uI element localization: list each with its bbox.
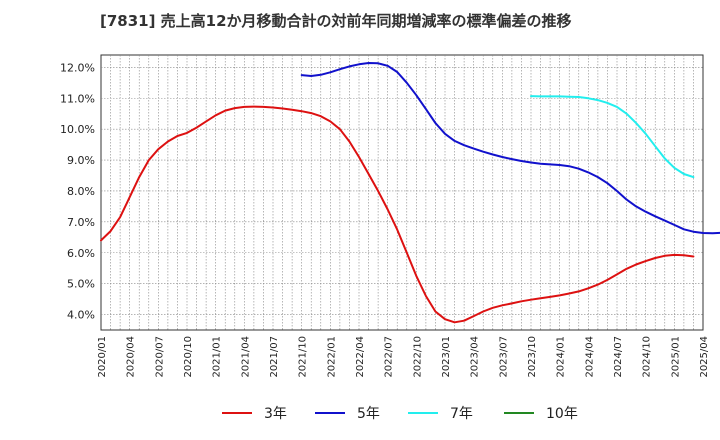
y-tick-label: 7.0%	[67, 216, 95, 229]
y-tick-label: 5.0%	[67, 278, 95, 291]
plot-area	[100, 54, 704, 331]
legend-label: 3年	[264, 406, 287, 422]
y-tick-label: 4.0%	[67, 309, 95, 322]
y-tick-label: 10.0%	[60, 123, 95, 136]
x-tick-label: 2021/07	[269, 336, 280, 378]
x-tick-label: 2023/04	[470, 336, 481, 378]
grid-lines	[101, 55, 703, 330]
y-tick-label: 12.0%	[60, 61, 95, 74]
series-line-7年	[530, 95, 695, 179]
y-tick-label: 9.0%	[67, 154, 95, 167]
x-tick-label: 2025/04	[699, 336, 710, 378]
series-line-5年	[300, 62, 720, 235]
x-tick-label: 2024/04	[584, 336, 595, 378]
x-tick-label: 2023/01	[441, 336, 452, 378]
y-tick-label: 6.0%	[67, 247, 95, 260]
legend-label: 7年	[450, 406, 473, 422]
legend-label: 5年	[357, 406, 380, 422]
x-tick-label: 2022/01	[326, 336, 337, 378]
x-tick-label: 2022/07	[384, 336, 395, 378]
series-line-3年	[100, 105, 695, 324]
chart-title: [7831] 売上高12か月移動合計の対前年同期増減率の標準偏差の推移	[100, 12, 572, 30]
x-tick-label: 2021/01	[212, 336, 223, 378]
plot-frame	[100, 54, 704, 331]
x-tick-label: 2021/04	[240, 336, 251, 378]
series-layer	[100, 62, 720, 324]
y-tick-label: 11.0%	[60, 92, 95, 105]
x-tick-label: 2020/10	[183, 336, 194, 378]
x-tick-label: 2022/04	[355, 336, 366, 378]
x-tick-label: 2024/10	[642, 336, 653, 378]
y-tick-label: 8.0%	[67, 185, 95, 198]
x-tick-label: 2025/01	[670, 336, 681, 378]
x-tick-label: 2024/01	[556, 336, 567, 378]
x-tick-label: 2020/04	[126, 336, 137, 378]
x-tick-label: 2021/10	[298, 336, 309, 378]
legend-label: 10年	[546, 406, 578, 422]
legend: 3年 5年 7年 10年	[222, 406, 578, 422]
y-axis-ticks: 4.0% 5.0% 6.0% 7.0% 8.0% 9.0% 10.0% 11.0% 12.0%	[60, 61, 95, 321]
x-axis-ticks: 2020/01 2020/04 2020/07 2020/10 2021/01 2021/…	[97, 336, 710, 378]
x-tick-label: 2023/10	[527, 336, 538, 378]
x-tick-label: 2024/07	[613, 336, 624, 378]
x-tick-label: 2020/07	[154, 336, 165, 378]
x-tick-label: 2022/10	[412, 336, 423, 378]
x-tick-label: 2023/07	[498, 336, 509, 378]
x-tick-label: 2020/01	[97, 336, 108, 378]
